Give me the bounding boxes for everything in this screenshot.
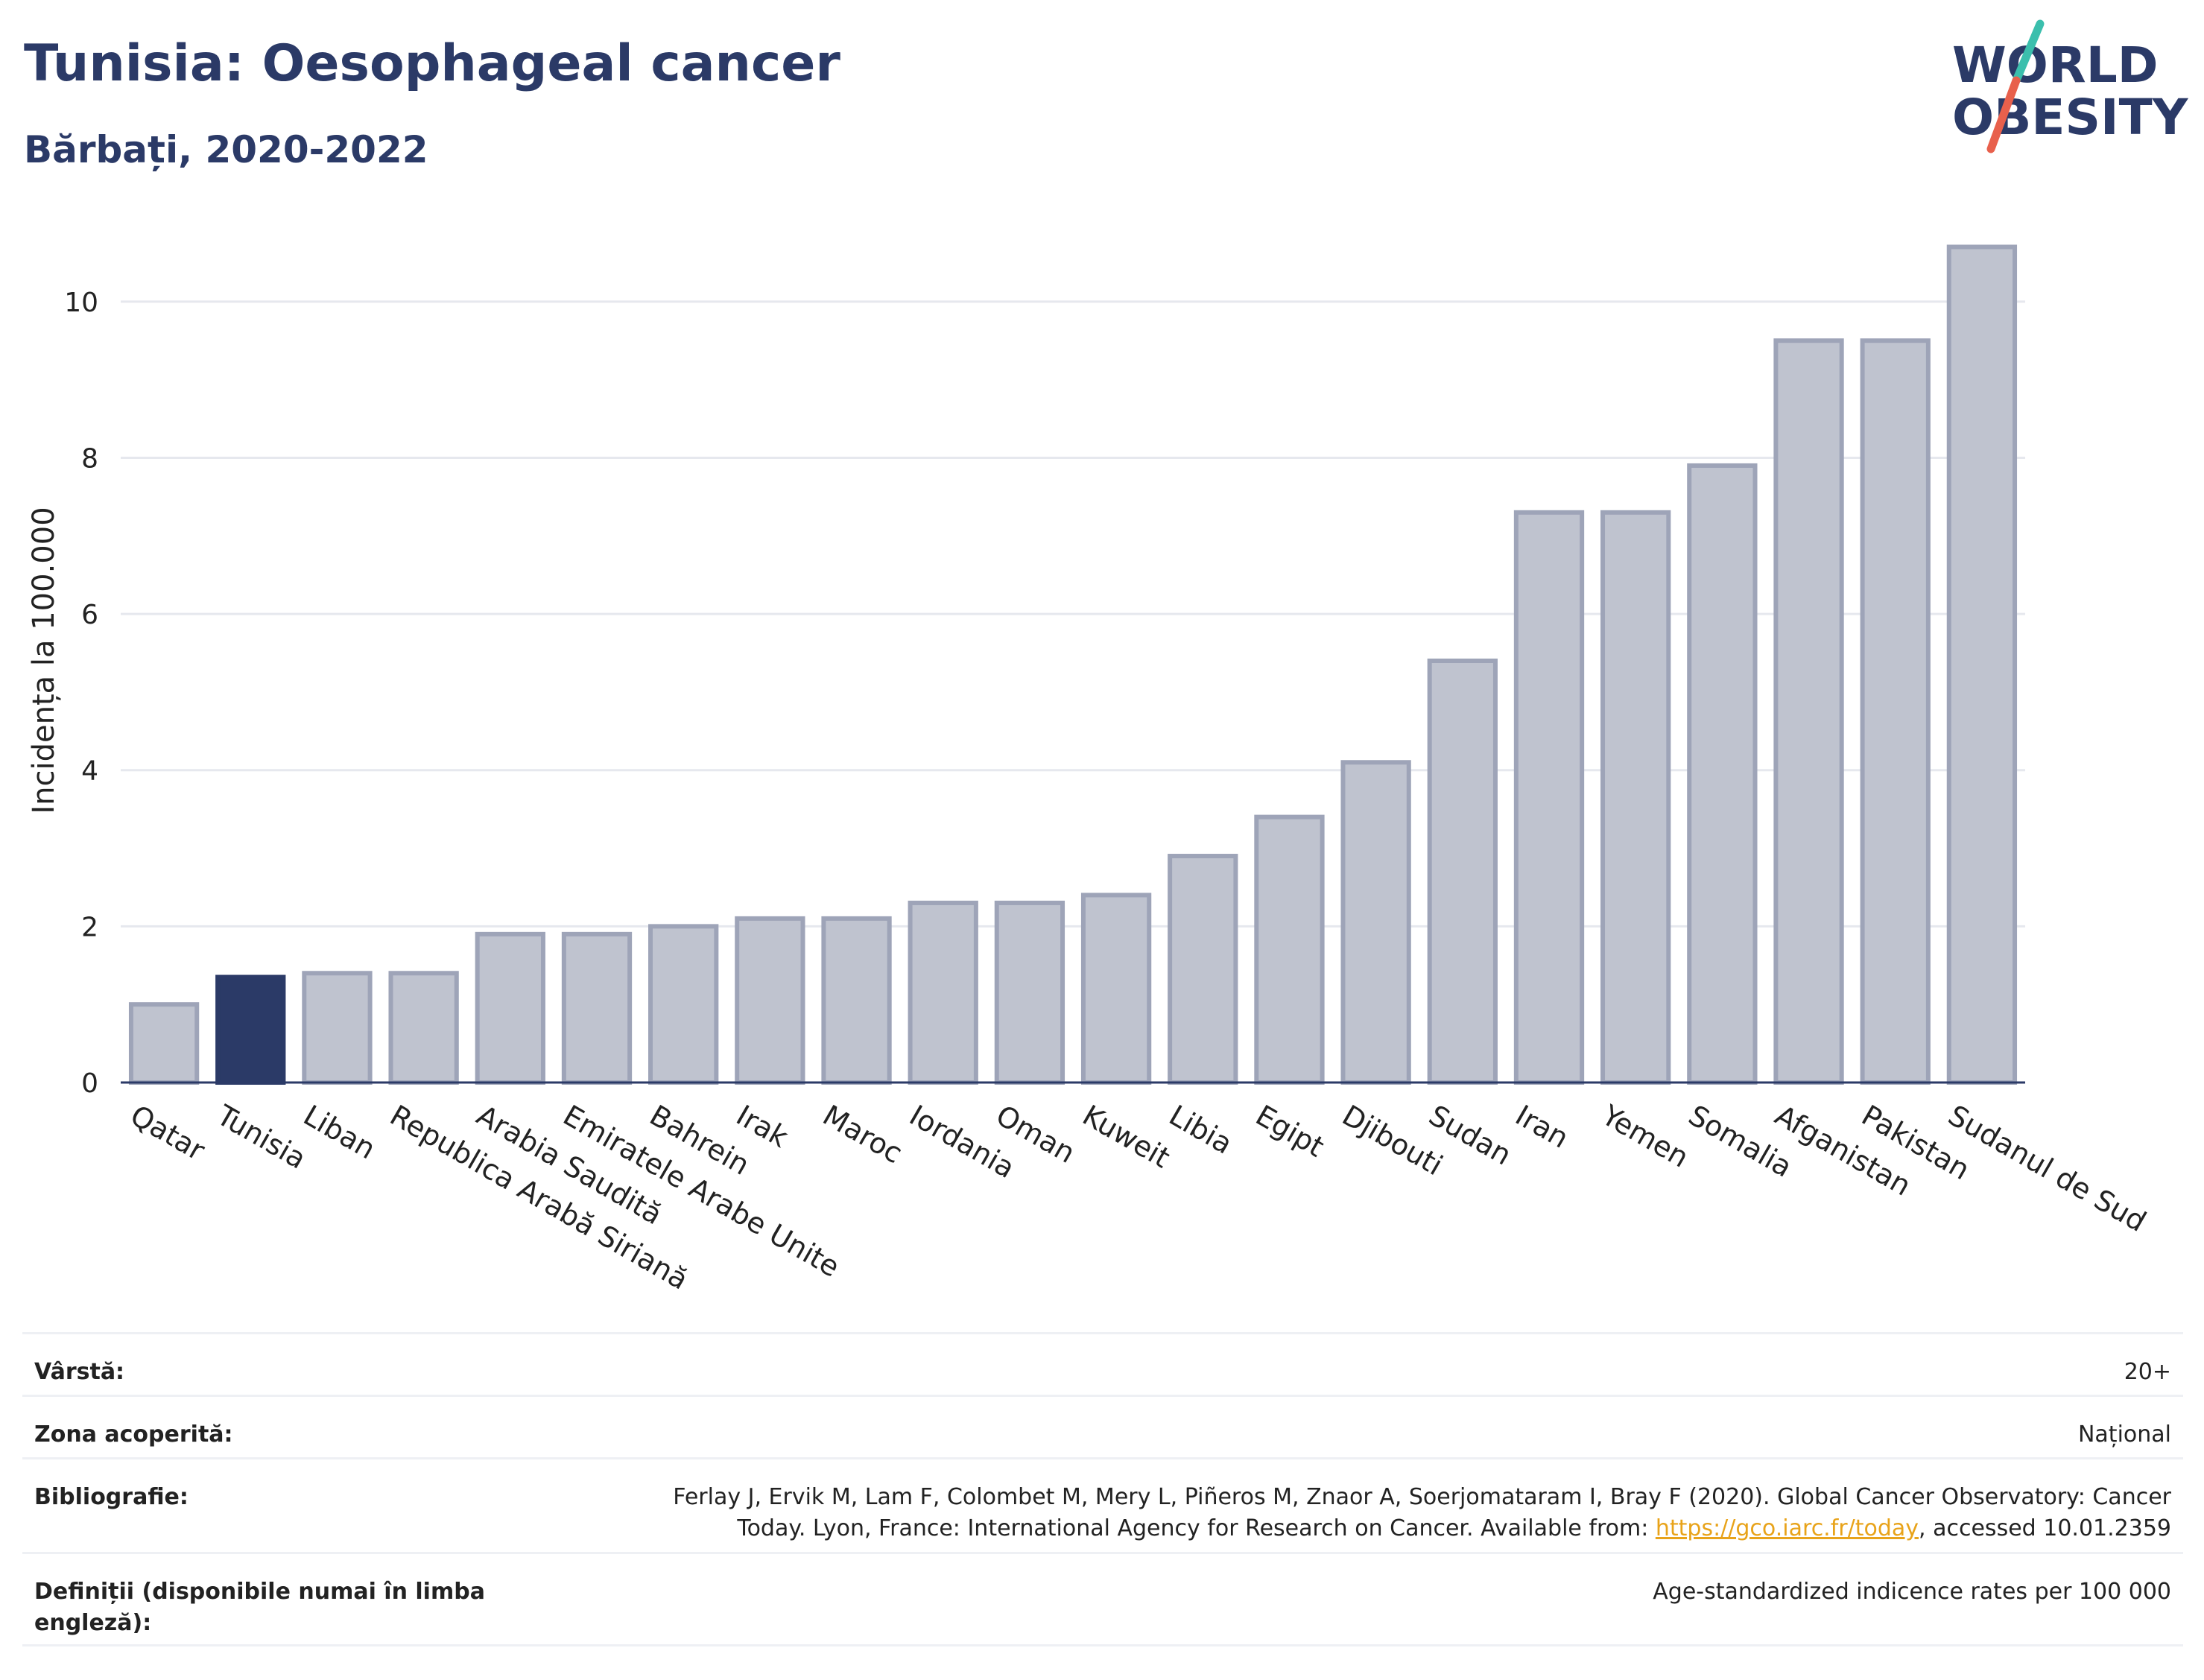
logo-slash-bottom <box>1986 76 2021 153</box>
bar <box>1427 658 1498 1085</box>
meta-label-bibliography: Bibliografie: <box>34 1484 189 1510</box>
bar <box>302 971 373 1085</box>
bar <box>1773 338 1844 1085</box>
bar <box>388 971 459 1085</box>
meta-value-bibliography: Ferlay J, Ervik M, Lam F, Colombet M, Me… <box>673 1482 2171 1544</box>
x-tick-label: Sudanul de Sud <box>1942 1099 2151 1238</box>
bar <box>1340 760 1411 1085</box>
y-tick-label: 2 <box>81 912 98 942</box>
meta-row-area: Zona acoperită: Național <box>22 1395 2183 1457</box>
bar <box>1687 463 1758 1085</box>
x-tick-label: Kuweit <box>1077 1099 1176 1175</box>
x-tick-label: Iran <box>1510 1099 1574 1155</box>
y-tick-label: 4 <box>81 756 98 787</box>
bar <box>1600 510 1671 1085</box>
y-axis-label: Incidența la 100.000 <box>27 507 61 814</box>
x-tick-label: Qatar <box>125 1099 211 1167</box>
bar <box>215 974 286 1085</box>
bar <box>908 900 978 1085</box>
bar <box>128 1002 200 1085</box>
x-tick-label: Djibouti <box>1337 1099 1448 1182</box>
meta-value-age: 20+ <box>2124 1359 2171 1385</box>
y-tick-label: 6 <box>81 600 98 630</box>
bibliography-line2: Today. Lyon, France: International Agenc… <box>673 1513 2171 1544</box>
x-tick-label: Yemen <box>1596 1098 1694 1174</box>
bar <box>561 931 633 1085</box>
x-tick-label: Libia <box>1164 1099 1238 1161</box>
bar <box>1254 814 1325 1085</box>
world-obesity-logo: WORLD OBESITY <box>1945 19 2191 164</box>
meta-value-definitions: Age-standardized indicence rates per 100… <box>1653 1579 2171 1605</box>
logo-slash-top <box>2012 19 2045 85</box>
bibliography-pre: Today. Lyon, France: International Agenc… <box>737 1515 1656 1541</box>
bar <box>1513 510 1585 1085</box>
y-tick-label: 8 <box>81 443 98 474</box>
bibliography-post: , accessed 10.01.2359 <box>1919 1515 2171 1541</box>
bar <box>735 916 805 1085</box>
bibliography-line1: Ferlay J, Ervik M, Lam F, Colombet M, Me… <box>673 1484 2171 1510</box>
meta-label-age: Vârstă: <box>34 1359 125 1385</box>
bar <box>994 900 1065 1085</box>
chart-subtitle: Bărbați, 2020-2022 <box>24 128 428 171</box>
logo-line1: WORLD <box>1952 37 2159 94</box>
meta-label-definitions: Definiții (disponibile numai în limba en… <box>34 1579 485 1636</box>
meta-row-definitions: Definiții (disponibile numai în limba en… <box>22 1552 2183 1646</box>
meta-value-area: Național <box>2077 1421 2171 1448</box>
bibliography-link[interactable]: https://gco.iarc.fr/today <box>1655 1515 1919 1541</box>
y-tick-label: 10 <box>64 288 98 318</box>
meta-label-area: Zona acoperită: <box>34 1421 233 1448</box>
x-tick-label: Liban <box>298 1099 381 1166</box>
bar <box>1168 854 1238 1085</box>
chart-title: Tunisia: Oesophageal cancer <box>24 34 840 93</box>
bar <box>648 924 719 1085</box>
bar <box>821 916 892 1085</box>
bar <box>1860 338 1931 1085</box>
meta-row-bibliography: Bibliografie: Ferlay J, Ervik M, Lam F, … <box>22 1457 2183 1552</box>
bar <box>1946 244 2018 1085</box>
meta-row-age: Vârstă: 20+ <box>22 1332 2183 1395</box>
y-tick-label: 0 <box>81 1068 98 1099</box>
x-tick-label: Maroc <box>817 1099 908 1170</box>
x-tick-label: Tunisia <box>211 1098 311 1176</box>
metadata-table: Vârstă: 20+ Zona acoperită: Național Bib… <box>22 1332 2183 1646</box>
x-tick-label: Egipt <box>1250 1099 1330 1164</box>
bar <box>475 931 545 1085</box>
bar <box>1080 893 1152 1085</box>
